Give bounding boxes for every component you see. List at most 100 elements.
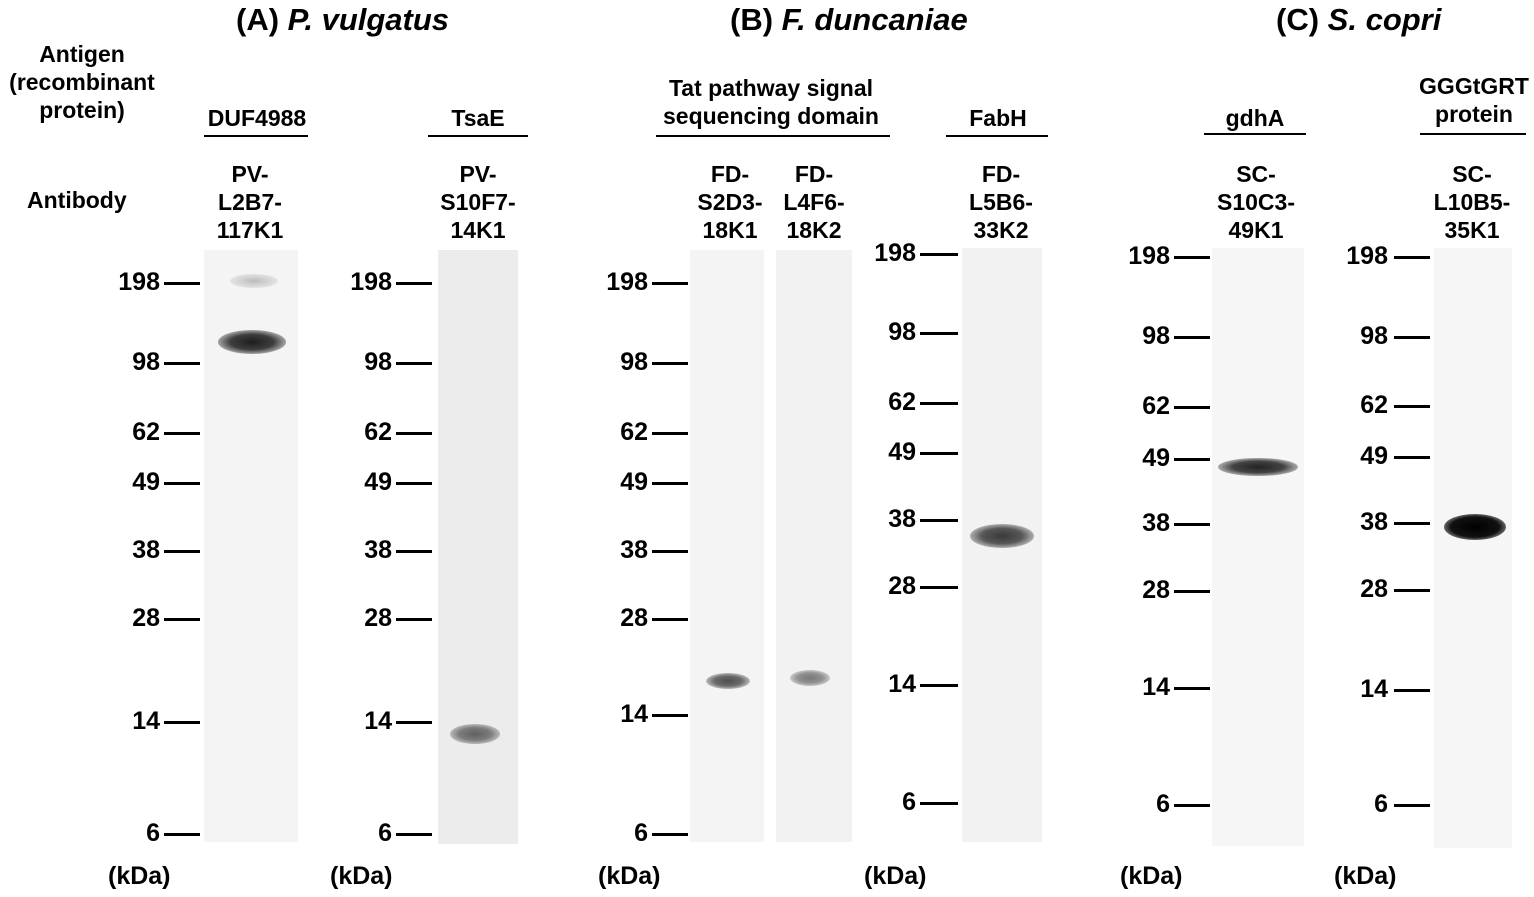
marker-tick-label: 6 bbox=[1374, 790, 1388, 818]
protein-band bbox=[970, 524, 1034, 548]
marker-tick-label: 198 bbox=[606, 268, 648, 296]
kda-unit-label: (kDa) bbox=[1334, 862, 1397, 890]
marker-tick-label: 38 bbox=[364, 536, 392, 564]
antibody-label: SC- S10C3- 49K1 bbox=[1217, 161, 1295, 243]
marker-tick bbox=[652, 432, 688, 435]
protein-band bbox=[450, 724, 500, 744]
protein-band bbox=[1218, 458, 1298, 476]
marker-tick bbox=[396, 721, 432, 724]
marker-tick-label: 14 bbox=[132, 707, 160, 735]
marker-tick bbox=[396, 282, 432, 285]
antigen-underline bbox=[946, 135, 1048, 137]
panel-a-title: (A) P. vulgatus bbox=[236, 2, 450, 37]
antigen-label: GGGtGRT protein bbox=[1419, 73, 1529, 127]
blot-lane bbox=[690, 250, 764, 842]
marker-tick-label: 28 bbox=[1142, 576, 1170, 604]
antigen-underline bbox=[1204, 133, 1306, 135]
marker-tick-label: 198 bbox=[118, 268, 160, 296]
kda-unit-label: (kDa) bbox=[108, 862, 171, 890]
antibody-label: FD- L4F6- 18K2 bbox=[783, 161, 845, 243]
marker-tick-label: 28 bbox=[364, 604, 392, 632]
antigen-label: FabH bbox=[969, 105, 1027, 131]
marker-tick-label: 62 bbox=[1360, 391, 1388, 419]
antibody-label: FD- L5B6- 33K2 bbox=[969, 161, 1033, 243]
protein-band bbox=[790, 670, 830, 686]
marker-tick bbox=[1394, 804, 1430, 807]
marker-tick-label: 98 bbox=[364, 348, 392, 376]
marker-tick-label: 6 bbox=[634, 819, 648, 847]
marker-tick-label: 14 bbox=[364, 707, 392, 735]
protein-band bbox=[706, 673, 750, 689]
marker-tick bbox=[920, 253, 958, 256]
marker-tick bbox=[396, 550, 432, 553]
marker-tick bbox=[1174, 256, 1210, 259]
antigen-row-label: Antigen (recombinant protein) bbox=[9, 41, 155, 123]
marker-tick bbox=[652, 714, 688, 717]
marker-tick bbox=[396, 482, 432, 485]
marker-tick-label: 98 bbox=[132, 348, 160, 376]
marker-tick-label: 49 bbox=[132, 468, 160, 496]
marker-tick bbox=[652, 482, 688, 485]
marker-tick bbox=[1174, 458, 1210, 461]
faint-band bbox=[230, 274, 278, 288]
marker-tick bbox=[164, 618, 200, 621]
marker-tick bbox=[1174, 687, 1210, 690]
marker-tick bbox=[164, 432, 200, 435]
antibody-label: FD- S2D3- 18K1 bbox=[697, 161, 763, 243]
kda-unit-label: (kDa) bbox=[1120, 862, 1183, 890]
marker-tick bbox=[1394, 689, 1430, 692]
marker-tick bbox=[396, 618, 432, 621]
marker-tick-label: 62 bbox=[132, 418, 160, 446]
antigen-label: TsaE bbox=[451, 105, 505, 131]
marker-tick bbox=[652, 618, 688, 621]
marker-tick-label: 49 bbox=[1360, 442, 1388, 470]
blot-lane bbox=[776, 250, 852, 842]
marker-tick bbox=[164, 550, 200, 553]
marker-tick bbox=[1174, 804, 1210, 807]
kda-unit-label: (kDa) bbox=[598, 862, 661, 890]
marker-tick-label: 198 bbox=[1128, 242, 1170, 270]
marker-tick-label: 28 bbox=[132, 604, 160, 632]
marker-tick-label: 38 bbox=[132, 536, 160, 564]
antigen-label: gdhA bbox=[1225, 105, 1285, 131]
marker-tick-label: 98 bbox=[620, 348, 648, 376]
marker-tick bbox=[164, 362, 200, 365]
marker-tick-label: 62 bbox=[364, 418, 392, 446]
panel-b-title: (B) F. duncaniae bbox=[730, 2, 968, 37]
marker-tick-label: 49 bbox=[1142, 444, 1170, 472]
marker-tick-label: 28 bbox=[1360, 575, 1388, 603]
marker-tick-label: 6 bbox=[378, 819, 392, 847]
protein-band bbox=[218, 330, 286, 354]
marker-tick-label: 28 bbox=[620, 604, 648, 632]
marker-tick-label: 38 bbox=[1142, 509, 1170, 537]
marker-tick bbox=[164, 282, 200, 285]
marker-tick-label: 198 bbox=[874, 239, 916, 267]
marker-tick bbox=[396, 432, 432, 435]
marker-tick-label: 6 bbox=[1156, 790, 1170, 818]
marker-tick-label: 14 bbox=[888, 670, 916, 698]
marker-tick-label: 28 bbox=[888, 572, 916, 600]
marker-tick-label: 38 bbox=[1360, 508, 1388, 536]
antigen-label: DUF4988 bbox=[207, 105, 307, 131]
marker-tick bbox=[920, 802, 958, 805]
marker-tick-label: 14 bbox=[1142, 673, 1170, 701]
marker-tick bbox=[1394, 256, 1430, 259]
blot-lane bbox=[1212, 248, 1304, 846]
marker-tick-label: 14 bbox=[620, 700, 648, 728]
antigen-underline bbox=[204, 135, 308, 137]
marker-tick-label: 62 bbox=[1142, 392, 1170, 420]
blot-lane bbox=[438, 250, 518, 844]
marker-tick bbox=[1394, 405, 1430, 408]
marker-tick-label: 49 bbox=[364, 468, 392, 496]
antigen-underline bbox=[1420, 133, 1526, 135]
marker-tick-label: 14 bbox=[1360, 675, 1388, 703]
marker-tick bbox=[652, 362, 688, 365]
panel-c-title: (C) S. copri bbox=[1276, 2, 1442, 37]
marker-tick-label: 198 bbox=[350, 268, 392, 296]
kda-unit-label: (kDa) bbox=[864, 862, 927, 890]
marker-tick-label: 98 bbox=[1360, 322, 1388, 350]
kda-unit-label: (kDa) bbox=[330, 862, 393, 890]
marker-tick bbox=[164, 833, 200, 836]
marker-tick bbox=[1394, 589, 1430, 592]
marker-tick-label: 98 bbox=[888, 318, 916, 346]
